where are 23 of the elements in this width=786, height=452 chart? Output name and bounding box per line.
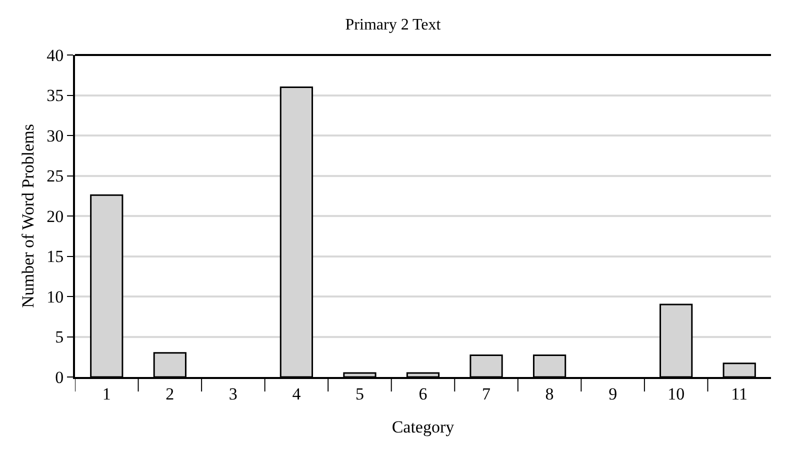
- x-tick-label: 6: [418, 384, 428, 404]
- x-tick-label: 4: [292, 384, 302, 404]
- y-tick-label: 5: [55, 328, 64, 347]
- x-tick-label: 11: [731, 384, 748, 404]
- x-tick-label: 1: [102, 384, 111, 404]
- y-tick-label: 40: [46, 46, 64, 65]
- y-tick-label: 35: [46, 86, 64, 106]
- x-axis-title: Category: [392, 417, 455, 436]
- y-tick-label: 25: [46, 166, 64, 186]
- x-tick-label: 10: [668, 384, 685, 404]
- x-tick-label: 5: [355, 384, 364, 404]
- x-tick-label: 8: [545, 384, 554, 404]
- chart-title: Primary 2 Text: [345, 16, 442, 34]
- y-tick-label: 0: [55, 368, 64, 387]
- x-tick-label: 2: [166, 384, 174, 404]
- y-tick-label: 20: [46, 206, 64, 226]
- y-axis-title: Number of Word Problems: [18, 124, 38, 308]
- y-tick-label: 10: [46, 287, 64, 306]
- x-tick-label: 3: [228, 384, 238, 404]
- y-tick-label: 15: [46, 247, 64, 266]
- x-tick-label: 9: [608, 384, 618, 404]
- x-tick-label: 7: [482, 384, 492, 404]
- y-tick-label: 30: [46, 126, 64, 146]
